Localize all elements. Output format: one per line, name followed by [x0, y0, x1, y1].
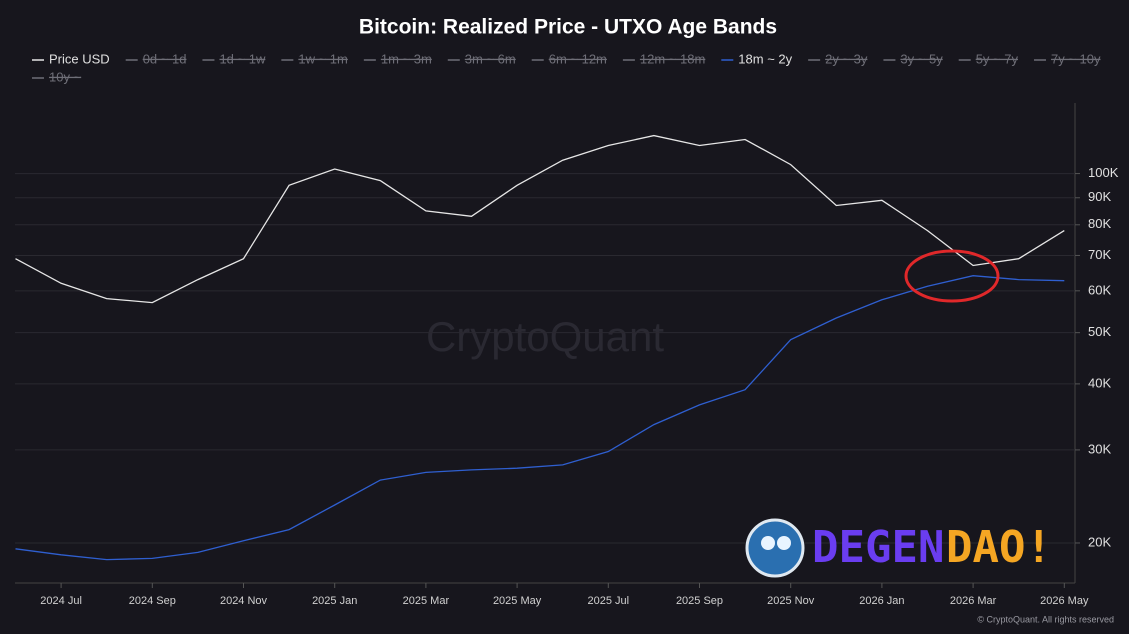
legend-label[interactable]: 2y ~ 3y	[825, 51, 868, 66]
x-tick-label: 2024 Sep	[129, 595, 176, 607]
logo-icon	[745, 518, 805, 578]
legend-label[interactable]: 10y ~	[49, 69, 82, 84]
x-tick-label: 2024 Nov	[220, 595, 268, 607]
legend-label[interactable]: Price USD	[49, 51, 110, 66]
x-tick-label: 2025 Jul	[588, 595, 630, 607]
x-tick-label: 2025 Sep	[676, 595, 723, 607]
chart-title: Bitcoin: Realized Price - UTXO Age Bands	[359, 16, 777, 39]
x-tick-label: 2025 Nov	[767, 595, 815, 607]
legend-label[interactable]: 3m ~ 6m	[465, 51, 516, 66]
x-tick-label: 2026 Jan	[859, 595, 904, 607]
y-tick-label: 50K	[1088, 324, 1111, 339]
y-tick-label: 80K	[1088, 216, 1111, 231]
y-tick-label: 90K	[1088, 189, 1111, 204]
x-tick-label: 2025 Mar	[403, 595, 450, 607]
copyright: © CryptoQuant. All rights reserved	[977, 614, 1114, 624]
logo-text: DEGEN	[812, 522, 944, 573]
x-tick-label: 2025 Jan	[312, 595, 357, 607]
legend-label[interactable]: 1d ~ 1w	[219, 51, 266, 66]
series-line	[15, 275, 1065, 561]
x-tick-label: 2026 May	[1040, 595, 1089, 607]
y-tick-label: 100K	[1088, 165, 1119, 180]
legend-label[interactable]: 3y ~ 5y	[900, 51, 943, 66]
y-tick-label: 70K	[1088, 247, 1111, 262]
logo-eye	[761, 536, 775, 550]
watermark: CryptoQuant	[426, 313, 664, 360]
y-tick-label: 20K	[1088, 534, 1111, 549]
logo-eye	[777, 536, 791, 550]
y-tick-label: 60K	[1088, 282, 1111, 297]
y-tick-label: 30K	[1088, 441, 1111, 456]
y-tick-label: 40K	[1088, 375, 1111, 390]
legend-label[interactable]: 6m ~ 12m	[549, 51, 607, 66]
x-tick-label: 2025 May	[493, 595, 542, 607]
legend-label[interactable]: 0d ~ 1d	[143, 51, 187, 66]
x-tick-label: 2026 Mar	[950, 595, 997, 607]
legend-label[interactable]: 7y ~ 10y	[1051, 51, 1101, 66]
series-line	[15, 134, 1065, 304]
legend-label[interactable]: 1m ~ 3m	[381, 51, 432, 66]
x-tick-label: 2024 Jul	[40, 595, 82, 607]
legend-label[interactable]: 12m ~ 18m	[640, 51, 705, 66]
legend-label[interactable]: 18m ~ 2y	[738, 51, 792, 66]
legend-label[interactable]: 5y ~ 7y	[976, 51, 1019, 66]
highlight-ellipse	[904, 249, 1000, 303]
logo-text: DAO!	[946, 522, 1052, 573]
legend-label[interactable]: 1w ~ 1m	[298, 51, 348, 66]
